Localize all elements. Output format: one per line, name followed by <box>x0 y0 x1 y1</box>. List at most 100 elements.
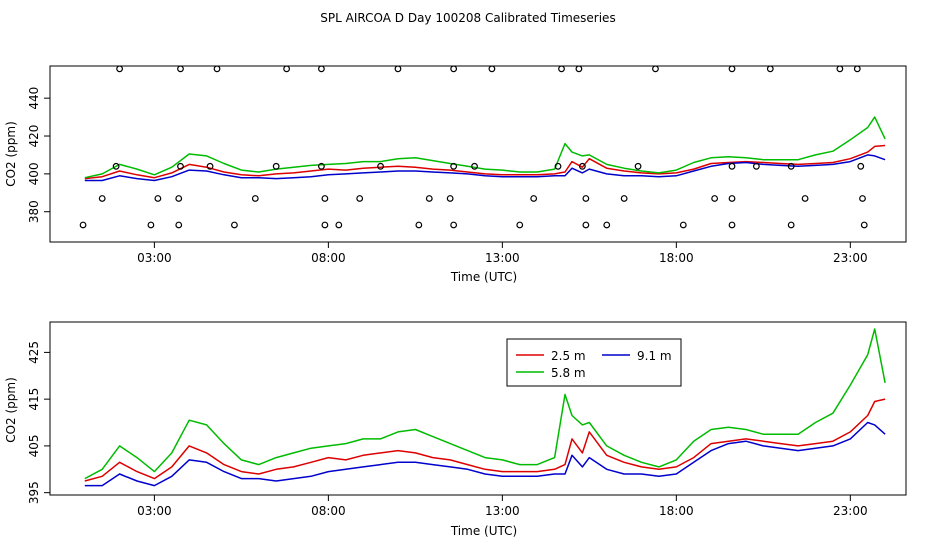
series-line-5-8-m <box>84 116 886 179</box>
bottom-x-axis-label: Time (UTC) <box>450 524 517 538</box>
marker-point <box>79 221 87 229</box>
y-tick-label: 405 <box>27 434 41 457</box>
marker-point <box>415 221 423 229</box>
marker-point <box>578 162 586 170</box>
marker-point <box>554 162 562 170</box>
marker-point <box>394 65 402 73</box>
bottom-y-axis-label: CO2 (ppm) <box>4 377 18 443</box>
bottom-x-axis: 03:00 08:00 13:00 18:00 23:00 <box>137 495 868 518</box>
marker-point <box>377 162 384 170</box>
x-tick-label: 08:00 <box>311 251 346 265</box>
marker-point <box>318 65 325 73</box>
marker-point <box>471 162 478 170</box>
marker-point <box>728 195 736 202</box>
marker-point <box>711 195 719 202</box>
marker-point <box>836 65 844 73</box>
series-line-9-1-m <box>84 421 886 487</box>
x-tick-label: 03:00 <box>137 251 172 265</box>
marker-point <box>634 162 642 170</box>
marker-point <box>177 65 184 73</box>
marker-point <box>321 195 329 202</box>
marker-point <box>728 65 736 73</box>
x-tick-label: 13:00 <box>485 504 520 518</box>
legend: 2.5 m 9.1 m 5.8 m <box>506 338 682 387</box>
top-markers-group <box>79 65 868 229</box>
marker-point <box>766 65 774 73</box>
marker-point <box>752 162 760 170</box>
marker-point <box>318 162 325 170</box>
marker-point <box>728 162 736 170</box>
bottom-series-group <box>84 328 886 487</box>
marker-point <box>147 221 155 229</box>
marker-point <box>530 195 538 202</box>
marker-point <box>450 162 458 170</box>
marker-point <box>488 65 496 73</box>
marker-point <box>356 195 364 202</box>
top-y-axis: 380 400 420 440 <box>27 87 50 223</box>
marker-point <box>450 221 458 229</box>
x-tick-label: 23:00 <box>833 251 868 265</box>
y-tick-label: 400 <box>27 162 41 185</box>
marker-point <box>154 195 162 202</box>
marker-point <box>446 195 454 202</box>
marker-point <box>603 221 611 229</box>
marker-point <box>450 65 458 73</box>
series-line-2-5-m <box>84 144 886 180</box>
marker-point <box>213 65 221 73</box>
series-line-9-1-m <box>84 154 886 182</box>
marker-point <box>175 195 183 202</box>
x-tick-label: 03:00 <box>137 504 172 518</box>
marker-point <box>853 65 861 73</box>
marker-point <box>206 162 214 170</box>
y-tick-label: 380 <box>27 200 41 223</box>
y-tick-label: 415 <box>27 388 41 411</box>
marker-point <box>787 162 795 170</box>
marker-point <box>859 195 866 202</box>
y-tick-label: 425 <box>27 341 41 364</box>
x-tick-label: 13:00 <box>485 251 520 265</box>
top-x-axis: 03:00 08:00 13:00 18:00 23:00 <box>137 242 868 265</box>
marker-point <box>231 221 238 229</box>
marker-point <box>558 65 565 73</box>
marker-point <box>283 65 291 73</box>
top-series-group <box>84 116 886 182</box>
marker-point <box>575 65 583 73</box>
series-line-5-8-m <box>84 328 886 480</box>
marker-point <box>116 65 123 73</box>
marker-point <box>175 221 183 229</box>
marker-point <box>112 162 120 170</box>
marker-point <box>321 221 329 229</box>
legend-label-9-1m: 9.1 m <box>637 349 672 363</box>
marker-point <box>679 221 687 229</box>
figure-title: SPL AIRCOA D Day 100208 Calibrated Times… <box>320 11 615 25</box>
bottom-plot-frame <box>49 321 907 496</box>
marker-point <box>251 195 259 202</box>
marker-point <box>177 162 184 170</box>
top-y-axis-label: CO2 (ppm) <box>4 121 18 187</box>
bottom-y-axis: 395 405 415 425 <box>27 341 50 504</box>
marker-point <box>652 65 659 73</box>
series-line-2-5-m <box>84 398 886 482</box>
marker-point <box>801 195 809 202</box>
y-tick-label: 420 <box>27 125 41 148</box>
top-plot-frame <box>49 65 907 243</box>
x-tick-label: 18:00 <box>659 251 694 265</box>
marker-point <box>857 162 865 170</box>
marker-point <box>335 221 343 229</box>
marker-point <box>582 195 590 202</box>
marker-point <box>860 221 868 229</box>
top-panel: 380 400 420 440 03:00 08:00 13:00 18:00 23:00 T… <box>4 65 907 284</box>
bottom-panel: 395 405 415 425 03:00 08:00 13:00 18:00 23:00 2… <box>4 321 907 538</box>
x-tick-label: 23:00 <box>833 504 868 518</box>
marker-point <box>582 221 590 229</box>
y-tick-label: 395 <box>27 481 41 504</box>
legend-label-2-5m: 2.5 m <box>551 349 586 363</box>
marker-point <box>425 195 433 202</box>
legend-label-5-8m: 5.8 m <box>551 366 586 380</box>
y-tick-label: 440 <box>27 87 41 110</box>
marker-point <box>516 221 524 229</box>
x-tick-label: 08:00 <box>311 504 346 518</box>
marker-point <box>787 221 795 229</box>
x-tick-label: 18:00 <box>659 504 694 518</box>
marker-point <box>728 221 736 229</box>
